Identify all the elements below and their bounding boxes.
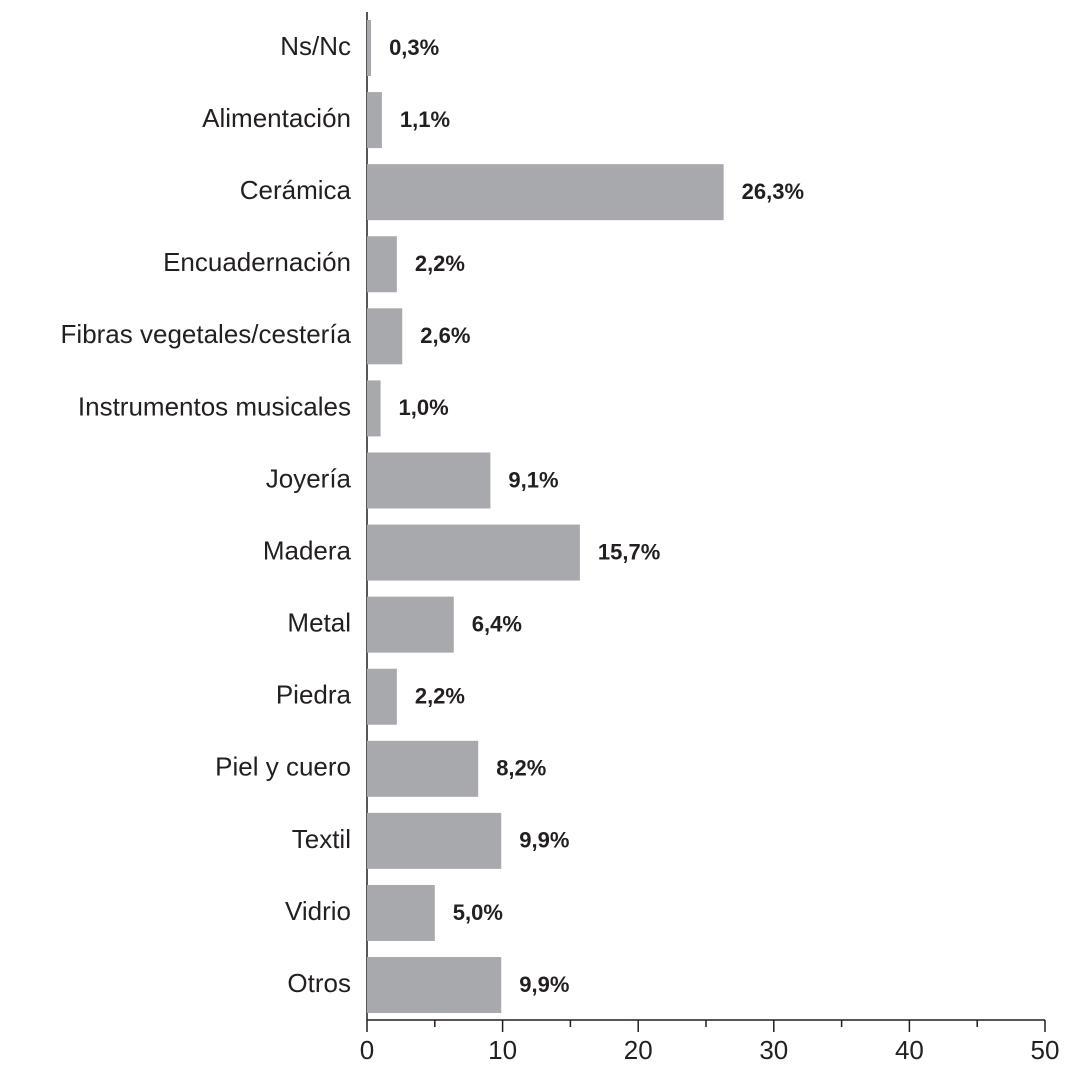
- bar: [367, 957, 502, 1014]
- y-tick-label: Piedra: [276, 680, 352, 710]
- x-tick-label: 10: [488, 1035, 517, 1065]
- value-label: 2,2%: [415, 251, 465, 276]
- y-tick-label: Piel y cuero: [215, 752, 351, 782]
- value-label: 9,9%: [519, 828, 569, 853]
- bar: [367, 236, 397, 293]
- y-tick-label: Cerámica: [240, 175, 352, 205]
- y-tick-label: Ns/Nc: [280, 31, 351, 61]
- x-tick-label: 0: [360, 1035, 374, 1065]
- bar: [367, 452, 491, 509]
- y-tick-label: Encuadernación: [163, 247, 351, 277]
- y-tick-label: Instrumentos musicales: [78, 391, 351, 421]
- x-tick-label: 30: [759, 1035, 788, 1065]
- value-label: 15,7%: [598, 539, 660, 564]
- y-tick-label: Joyería: [266, 463, 352, 493]
- bar: [367, 308, 403, 365]
- x-tick-label: 20: [624, 1035, 653, 1065]
- bar: [367, 524, 580, 581]
- value-label: 2,6%: [420, 323, 470, 348]
- y-tick-label: Textil: [292, 824, 351, 854]
- bar: [367, 668, 397, 725]
- bar: [367, 884, 435, 941]
- bar: [367, 164, 724, 221]
- value-label: 1,0%: [399, 395, 449, 420]
- y-tick-label: Vidrio: [285, 896, 351, 926]
- x-tick-label: 40: [895, 1035, 924, 1065]
- value-label: 26,3%: [742, 179, 804, 204]
- y-tick-label: Otros: [287, 968, 351, 998]
- value-label: 2,2%: [415, 684, 465, 709]
- value-label: 0,3%: [389, 35, 439, 60]
- value-label: 1,1%: [400, 107, 450, 132]
- bar: [367, 596, 454, 653]
- x-tick-label: 50: [1031, 1035, 1060, 1065]
- bar: [367, 380, 381, 437]
- y-tick-label: Metal: [287, 608, 351, 638]
- bar: [367, 740, 479, 797]
- bar: [367, 20, 372, 76]
- value-label: 6,4%: [472, 611, 522, 636]
- bar: [367, 812, 502, 869]
- bar: [367, 92, 382, 149]
- y-tick-label: Fibras vegetales/cestería: [61, 319, 352, 349]
- y-tick-label: Alimentación: [202, 103, 351, 133]
- value-label: 9,9%: [519, 972, 569, 997]
- value-label: 5,0%: [453, 900, 503, 925]
- y-tick-label: Madera: [263, 535, 352, 565]
- value-label: 9,1%: [508, 467, 558, 492]
- value-label: 8,2%: [496, 756, 546, 781]
